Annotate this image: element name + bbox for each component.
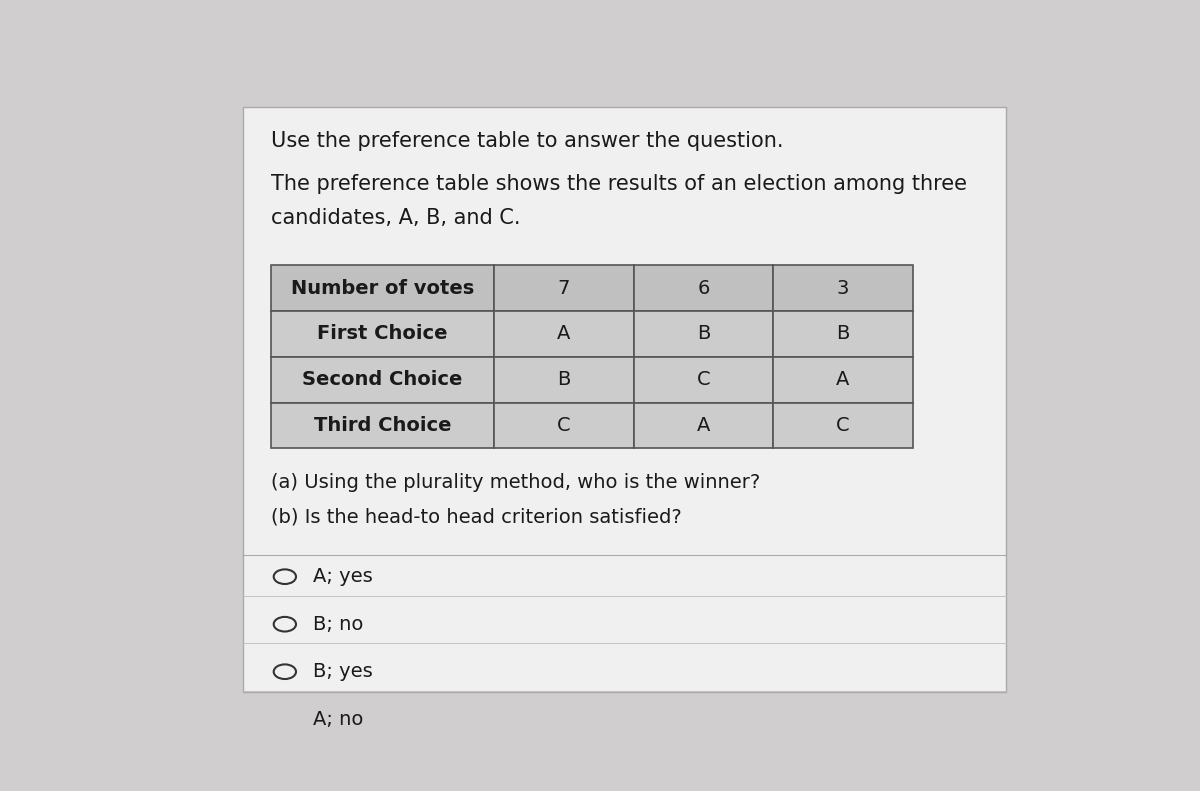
Text: First Choice: First Choice [317, 324, 448, 343]
Text: B; yes: B; yes [313, 662, 372, 681]
Text: A: A [557, 324, 570, 343]
Bar [773, 266, 913, 311]
Bar [634, 403, 773, 448]
Text: B: B [697, 324, 710, 343]
Bar [494, 403, 634, 448]
Text: candidates, A, B, and C.: candidates, A, B, and C. [271, 207, 521, 228]
Bar [271, 266, 494, 311]
Bar [634, 266, 773, 311]
Text: 3: 3 [836, 278, 850, 297]
Text: C: C [557, 416, 571, 435]
Text: Second Choice: Second Choice [302, 370, 463, 389]
Bar [494, 311, 634, 357]
FancyBboxPatch shape [242, 107, 1006, 692]
Bar [634, 357, 773, 403]
Text: A; no: A; no [313, 710, 364, 729]
Bar [494, 357, 634, 403]
Text: Number of votes: Number of votes [290, 278, 474, 297]
Bar [271, 311, 494, 357]
Text: Third Choice: Third Choice [313, 416, 451, 435]
Text: Use the preference table to answer the question.: Use the preference table to answer the q… [271, 131, 784, 151]
Text: C: C [696, 370, 710, 389]
Text: (b) Is the head-to head criterion satisfied?: (b) Is the head-to head criterion satisf… [271, 508, 682, 527]
Bar [271, 357, 494, 403]
Text: B: B [836, 324, 850, 343]
Text: A: A [697, 416, 710, 435]
Text: B: B [557, 370, 570, 389]
Text: C: C [836, 416, 850, 435]
Text: 6: 6 [697, 278, 709, 297]
Text: The preference table shows the results of an election among three: The preference table shows the results o… [271, 174, 967, 194]
Text: B; no: B; no [313, 615, 364, 634]
Bar [494, 266, 634, 311]
Text: A: A [836, 370, 850, 389]
Bar [773, 403, 913, 448]
Bar [773, 311, 913, 357]
Text: A; yes: A; yes [313, 567, 372, 586]
Text: (a) Using the plurality method, who is the winner?: (a) Using the plurality method, who is t… [271, 472, 760, 491]
Bar [271, 403, 494, 448]
Text: 7: 7 [558, 278, 570, 297]
Bar [773, 357, 913, 403]
Bar [634, 311, 773, 357]
